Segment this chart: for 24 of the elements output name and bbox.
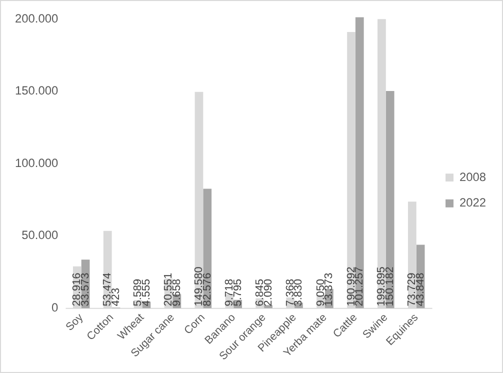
data-label: 2.090 — [262, 278, 274, 306]
legend-label: 2022 — [459, 196, 486, 210]
y-tick-label: 50.000 — [22, 228, 59, 242]
y-tick-label: 150.000 — [14, 84, 59, 98]
bar — [355, 17, 364, 308]
data-label: 5.795 — [232, 278, 244, 306]
data-label: 33.573 — [80, 272, 92, 306]
y-tick-label: 100.000 — [14, 156, 59, 170]
legend-label: 2008 — [459, 170, 486, 184]
data-label: 3.830 — [292, 278, 305, 306]
x-tick-label: Corn — [182, 312, 208, 337]
data-label: 82.576 — [201, 272, 214, 306]
data-label: 13.373 — [323, 272, 336, 306]
data-label: 423 — [110, 288, 122, 306]
y-tick-label: 0 — [52, 300, 59, 314]
data-label: 43.848 — [414, 272, 427, 306]
x-tick-label: Soy — [64, 311, 86, 334]
y-tick-label: 200.000 — [14, 11, 59, 26]
data-label: 4.555 — [140, 278, 152, 306]
data-label: 150.182 — [384, 266, 396, 306]
data-label: 201.257 — [354, 266, 366, 306]
bar — [264, 305, 272, 308]
bar — [386, 91, 394, 308]
data-label: 9.658 — [170, 278, 183, 306]
